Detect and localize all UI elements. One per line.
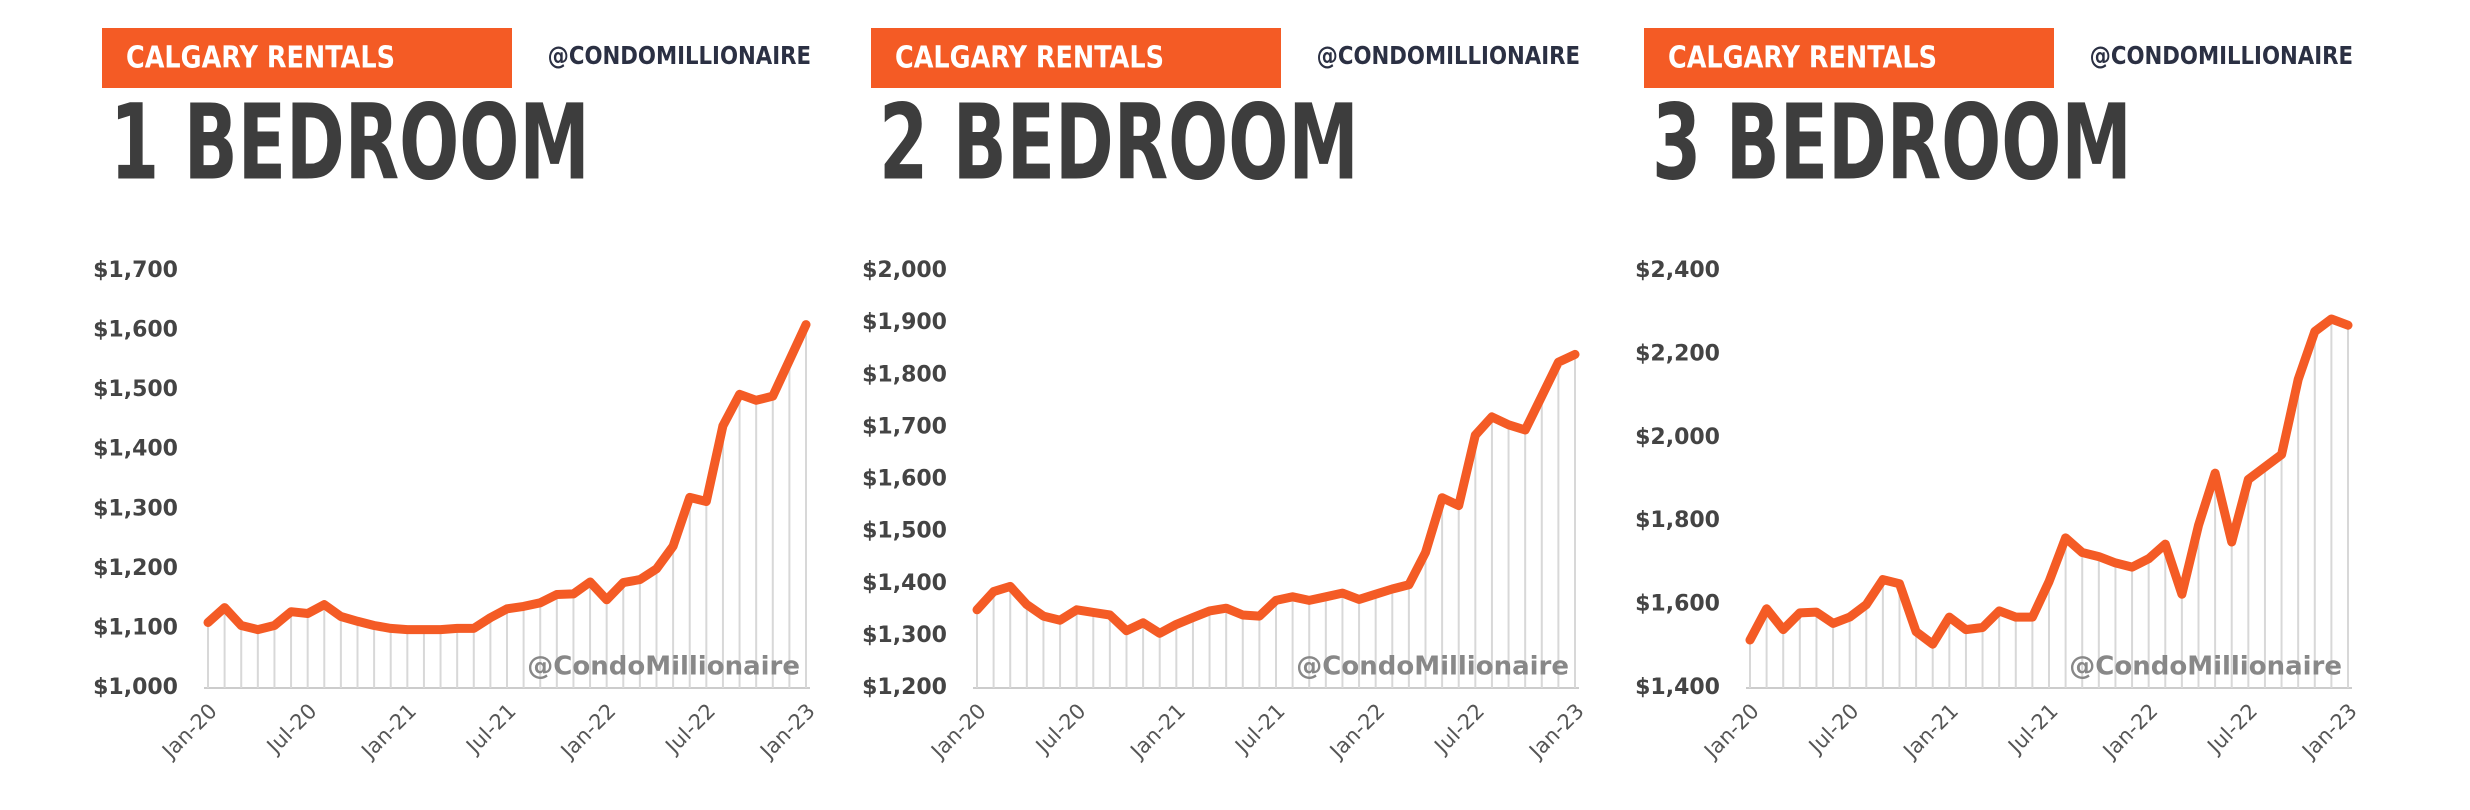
header-box (102, 28, 512, 88)
x-tick-label: Jan-22 (555, 699, 621, 765)
x-tick-label: Jul-22 (660, 699, 721, 760)
header: CALGARY RENTALS (1668, 40, 1937, 76)
line (972, 349, 1580, 638)
title: 3 BEDROOM (1652, 81, 2132, 203)
x-tick-label: Jan-20 (1698, 699, 1764, 765)
y-tick-label: $1,500 (93, 377, 178, 402)
x-tick-label: Jul-20 (1030, 699, 1091, 760)
x-tick-label: Jul-21 (2002, 699, 2063, 760)
handle: @CONDOMILLIONAIRE (1317, 41, 1580, 70)
y-tick-label: $1,600 (1635, 592, 1720, 617)
handle: @CONDOMILLIONAIRE (548, 41, 811, 70)
header: CALGARY RENTALS (126, 40, 395, 76)
watermark: @CondoMillionaire (2069, 652, 2342, 682)
watermark: @CondoMillionaire (1296, 652, 1569, 682)
panel: CALGARY RENTALS @CONDOMILLIONAIRE 3 BEDROO… (1635, 28, 2362, 764)
line (1745, 314, 2353, 649)
x-tick-label: Jan-22 (2097, 699, 2163, 765)
x-tick-label: Jul-22 (2202, 699, 2263, 760)
y-tick-label: $1,400 (93, 437, 178, 462)
x-tick-label: Jul-20 (1803, 699, 1864, 760)
panel: CALGARY RENTALS @CONDOMILLIONAIRE 1 BEDROO… (93, 28, 820, 764)
y-tick-label: $2,000 (1635, 425, 1720, 450)
x-tick-label: Jan-20 (156, 699, 222, 765)
y-tick-label: $1,600 (93, 318, 178, 343)
y-tick-label: $2,400 (1635, 258, 1720, 283)
x-tick-label: Jul-21 (460, 699, 521, 760)
y-tick-label: $1,000 (93, 675, 178, 700)
x-tick-label: Jan-23 (754, 699, 820, 765)
x-tick-label: Jul-22 (1429, 699, 1490, 760)
handle: @CONDOMILLIONAIRE (2090, 41, 2353, 70)
x-tick-label: Jan-23 (2296, 699, 2362, 765)
y-tick-label: $2,000 (862, 258, 947, 283)
x-tick-label: Jan-23 (1523, 699, 1589, 765)
y-tick-label: $1,200 (862, 675, 947, 700)
y-tick-label: $1,400 (862, 571, 947, 596)
x-tick-label: Jan-21 (1898, 699, 1964, 765)
header: CALGARY RENTALS (895, 40, 1164, 76)
title: 2 BEDROOM (879, 81, 1359, 203)
y-tick-label: $1,500 (862, 519, 947, 544)
y-tick-label: $1,700 (862, 414, 947, 439)
y-tick-label: $1,800 (1635, 508, 1720, 533)
x-tick-label: Jul-21 (1229, 699, 1290, 760)
watermark: @CondoMillionaire (527, 652, 800, 682)
header-box (871, 28, 1281, 88)
y-tick-label: $1,300 (93, 496, 178, 521)
x-tick-label: Jul-20 (261, 699, 322, 760)
x-tick-label: Jan-21 (356, 699, 422, 765)
x-tick-label: Jan-22 (1324, 699, 1390, 765)
y-tick-label: $1,800 (862, 362, 947, 387)
y-tick-label: $1,700 (93, 258, 178, 283)
header-box (1644, 28, 2054, 88)
y-tick-label: $1,400 (1635, 675, 1720, 700)
panel: CALGARY RENTALS @CONDOMILLIONAIRE 2 BEDROO… (862, 28, 1589, 764)
y-tick-label: $2,200 (1635, 341, 1720, 366)
y-tick-label: $1,900 (862, 310, 947, 335)
line (203, 320, 811, 635)
title: 1 BEDROOM (110, 81, 590, 203)
y-tick-label: $1,600 (862, 467, 947, 492)
x-tick-label: Jan-20 (925, 699, 991, 765)
x-tick-label: Jan-21 (1125, 699, 1191, 765)
y-tick-label: $1,100 (93, 615, 178, 640)
y-tick-label: $1,200 (93, 556, 178, 581)
y-tick-label: $1,300 (862, 623, 947, 648)
